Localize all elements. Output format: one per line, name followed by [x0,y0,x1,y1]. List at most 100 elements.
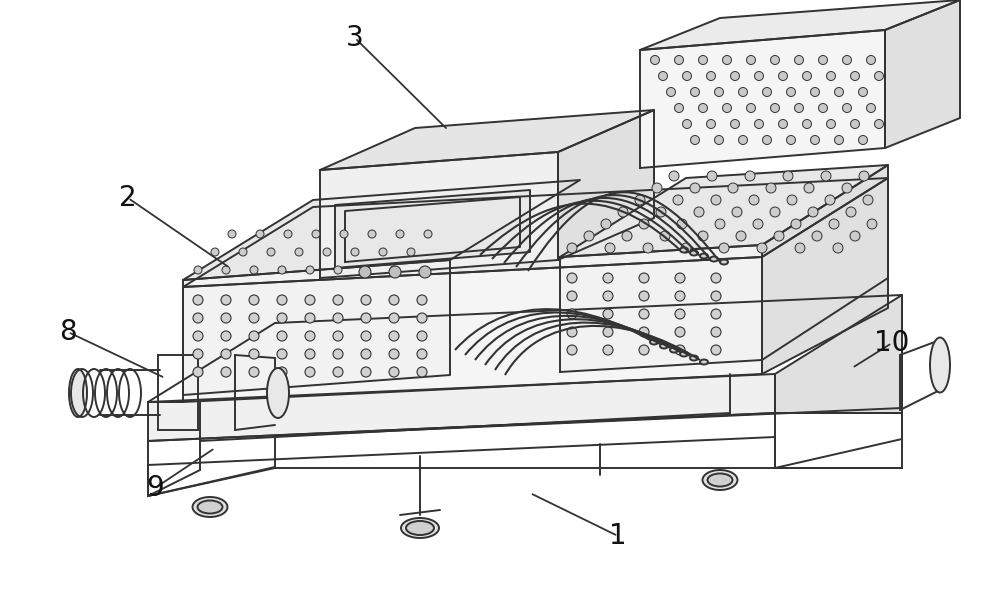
Polygon shape [885,0,960,148]
Circle shape [810,136,820,145]
Circle shape [361,313,371,323]
Circle shape [277,331,287,341]
Circle shape [277,349,287,359]
Circle shape [874,120,884,128]
Ellipse shape [69,369,87,417]
Text: 2: 2 [119,184,137,212]
Circle shape [675,291,685,301]
Circle shape [802,72,812,80]
Circle shape [639,219,649,229]
Circle shape [618,207,628,217]
Circle shape [730,120,740,128]
Ellipse shape [702,470,738,490]
Circle shape [722,55,732,64]
Circle shape [334,266,342,274]
Circle shape [417,331,427,341]
Circle shape [419,266,431,278]
Circle shape [669,171,679,181]
Circle shape [783,171,793,181]
Circle shape [858,88,868,97]
Circle shape [660,231,670,241]
Circle shape [389,349,399,359]
Circle shape [833,243,843,253]
Circle shape [295,248,303,256]
Circle shape [333,313,343,323]
Circle shape [746,55,756,64]
Circle shape [277,313,287,323]
Polygon shape [640,0,960,50]
Circle shape [818,103,828,112]
Circle shape [711,195,721,205]
Circle shape [715,219,725,229]
Ellipse shape [690,356,698,361]
Circle shape [379,248,387,256]
Ellipse shape [700,359,708,365]
Circle shape [745,171,755,181]
Circle shape [193,295,203,305]
Circle shape [812,231,822,241]
Text: 8: 8 [59,318,77,346]
Circle shape [755,120,764,128]
Circle shape [221,349,231,359]
Polygon shape [775,295,902,413]
Polygon shape [183,178,888,287]
Circle shape [603,273,613,283]
Circle shape [650,55,660,64]
Circle shape [795,243,805,253]
Circle shape [682,72,692,80]
Circle shape [763,88,772,97]
Circle shape [698,231,708,241]
Circle shape [333,295,343,305]
Ellipse shape [708,474,732,486]
Circle shape [656,207,666,217]
Circle shape [711,291,721,301]
Circle shape [677,219,687,229]
Polygon shape [148,374,775,441]
Circle shape [228,230,236,238]
Circle shape [666,88,676,97]
Polygon shape [320,152,558,278]
Ellipse shape [401,518,439,538]
Circle shape [256,230,264,238]
Circle shape [389,266,401,278]
Circle shape [770,55,780,64]
Circle shape [810,88,820,97]
Circle shape [834,136,844,145]
Circle shape [193,313,203,323]
Circle shape [603,309,613,319]
Circle shape [711,345,721,355]
Circle shape [389,367,399,377]
Circle shape [719,243,729,253]
Circle shape [305,295,315,305]
Circle shape [323,248,331,256]
Circle shape [396,230,404,238]
Circle shape [193,349,203,359]
Circle shape [658,72,668,80]
Circle shape [842,183,852,193]
Polygon shape [560,165,888,257]
Circle shape [821,171,831,181]
Circle shape [746,103,756,112]
Circle shape [424,230,432,238]
Text: 9: 9 [146,474,164,502]
Circle shape [389,295,399,305]
Circle shape [567,345,577,355]
Circle shape [766,183,776,193]
Circle shape [603,345,613,355]
Ellipse shape [650,339,658,345]
Circle shape [874,72,884,80]
Polygon shape [762,178,888,374]
Circle shape [603,327,613,337]
Circle shape [711,309,721,319]
Circle shape [584,231,594,241]
Circle shape [714,88,724,97]
Circle shape [728,183,738,193]
Circle shape [267,248,275,256]
Circle shape [786,88,796,97]
Circle shape [694,207,704,217]
Circle shape [368,230,376,238]
Circle shape [829,219,839,229]
Circle shape [794,103,804,112]
Circle shape [698,103,708,112]
Circle shape [250,266,258,274]
